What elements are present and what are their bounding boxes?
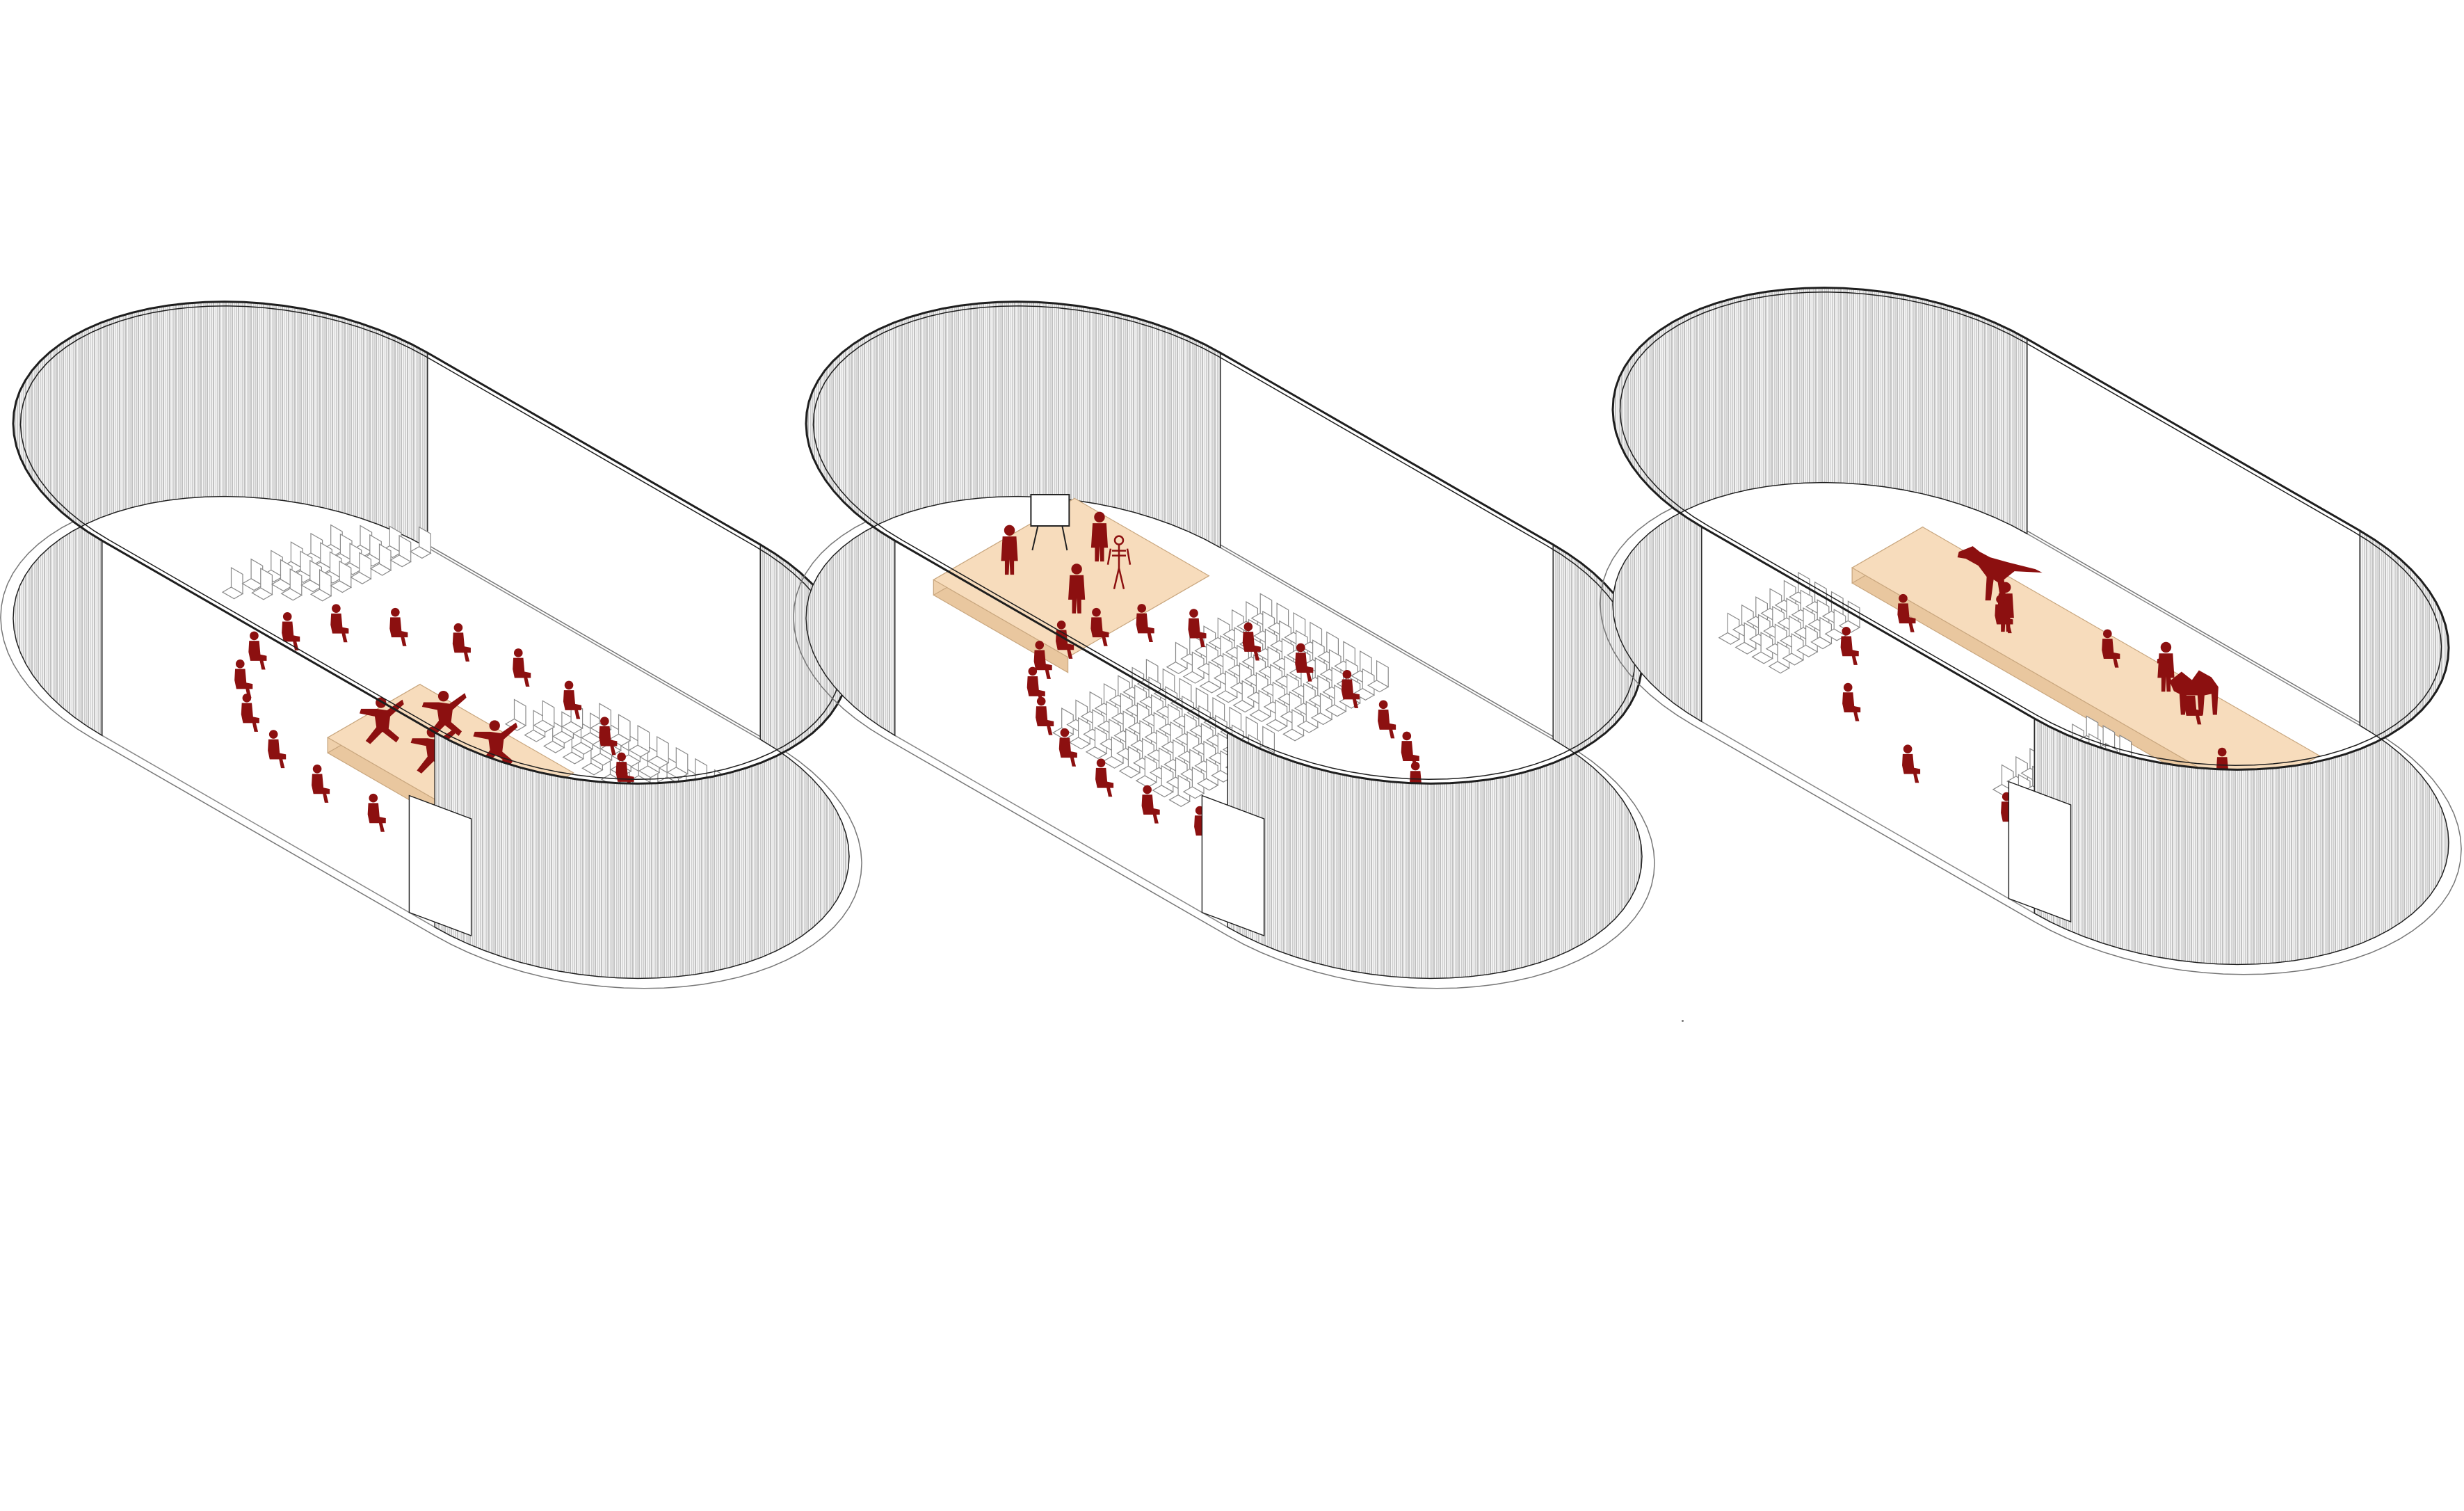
venue-1	[1, 302, 862, 989]
venue-3	[1600, 288, 2461, 975]
entrance-opening	[1202, 796, 1264, 936]
stray-dot	[1682, 1020, 1684, 1022]
venue-2	[794, 302, 1654, 989]
entrance-opening	[409, 796, 471, 936]
entrance-opening	[2008, 782, 2070, 922]
